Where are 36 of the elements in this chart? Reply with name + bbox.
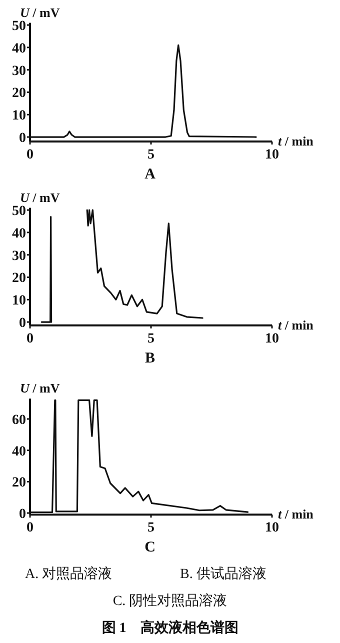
y-tick-label: 10	[12, 294, 26, 309]
x-axis-title: t / min	[278, 317, 314, 332]
y-axis-title: U / mV	[20, 4, 60, 20]
y-tick-label: 10	[12, 108, 26, 124]
y-tick-label: 0	[19, 131, 26, 146]
y-tick-label: 40	[12, 41, 26, 56]
y-tick-label: 50	[12, 19, 26, 34]
x-axis-title: t / min	[278, 134, 314, 148]
x-tick-label: 5	[148, 148, 154, 162]
x-tick-label: 10	[265, 331, 279, 346]
y-tick-label: 60	[12, 412, 26, 428]
x-tick-label: 5	[148, 331, 154, 346]
text: C	[144, 540, 156, 556]
y-tick-label: 40	[12, 444, 26, 460]
text: C. 阴性对照品溶液	[112, 593, 228, 609]
y-tick-label: 20	[12, 271, 26, 286]
x-tick-label: 10	[265, 148, 279, 162]
text: B	[144, 350, 156, 366]
y-tick-label: 30	[12, 64, 26, 79]
y-tick-label: 50	[12, 204, 26, 220]
y-tick-label: 0	[19, 316, 26, 332]
text: A. 对照品溶液	[25, 566, 112, 582]
y-tick-label: 0	[19, 507, 26, 522]
caption: 图 1 高效液相色谱图	[102, 619, 238, 636]
x-axis-title: t / min	[278, 506, 314, 522]
y-axis-title: U / mV	[20, 380, 60, 396]
y-tick-label: 20	[12, 86, 26, 102]
y-tick-label: 20	[12, 476, 26, 491]
text: A	[144, 166, 156, 182]
y-tick-label: 40	[12, 226, 26, 242]
text: B. 供试品溶液	[180, 566, 266, 582]
y-tick-label: 30	[12, 248, 26, 264]
x-tick-label: 5	[148, 520, 154, 536]
x-tick-label: 10	[265, 520, 279, 536]
y-axis-title: U / mV	[20, 190, 60, 205]
line-series	[86, 209, 204, 319]
